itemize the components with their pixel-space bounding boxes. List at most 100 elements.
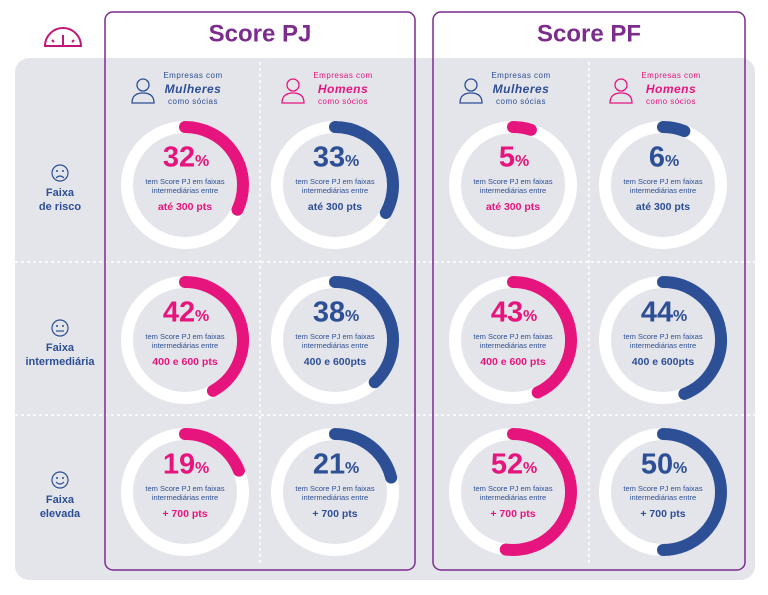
face-outline <box>51 319 69 337</box>
row-face <box>51 319 69 337</box>
description: tem Score PJ em faixas <box>145 177 224 186</box>
description: intermediárias entre <box>302 341 368 350</box>
row-label: Faixa <box>46 494 75 506</box>
description: tem Score PJ em faixas <box>145 332 224 341</box>
percent-unit: % <box>665 153 679 170</box>
body <box>459 92 483 104</box>
percent: 19 <box>163 449 195 481</box>
body <box>281 92 305 104</box>
head <box>136 78 150 92</box>
eye <box>56 170 58 172</box>
percent: 42 <box>163 297 195 329</box>
row-label: Faixa <box>46 342 75 354</box>
description: intermediárias entre <box>152 493 218 502</box>
mouth <box>55 175 65 179</box>
row-face <box>51 164 69 182</box>
eye <box>56 325 58 327</box>
percent-unit: % <box>195 308 209 325</box>
ring-arc <box>657 276 727 400</box>
range: 400 e 600pts <box>304 356 367 368</box>
percent-unit: % <box>523 308 537 325</box>
percent: 5 <box>499 142 515 174</box>
percent: 32 <box>163 142 195 174</box>
percent-unit: % <box>345 460 359 477</box>
row-label: de risco <box>39 201 81 213</box>
percent: 50 <box>641 449 673 481</box>
description: tem Score PJ em faixas <box>295 332 374 341</box>
description: tem Score PJ em faixas <box>623 332 702 341</box>
header-bottom: como sócios <box>646 97 696 106</box>
description: intermediárias entre <box>152 341 218 350</box>
header-top: Empresas com <box>641 71 700 80</box>
person-icon <box>459 78 483 104</box>
description: tem Score PJ em faixas <box>623 177 702 186</box>
percent-unit: % <box>523 460 537 477</box>
ring-arc <box>329 428 398 484</box>
ring-arc <box>329 276 399 389</box>
description: tem Score PJ em faixas <box>295 177 374 186</box>
face-outline <box>51 164 69 182</box>
ring-arc <box>329 121 399 219</box>
description: tem Score PJ em faixas <box>145 484 224 493</box>
header-top: Empresas com <box>491 71 550 80</box>
header-main: Homens <box>646 82 696 96</box>
body <box>131 92 155 104</box>
head <box>286 78 300 92</box>
range: 400 e 600 pts <box>480 356 546 368</box>
description: intermediárias entre <box>630 186 696 195</box>
range: até 300 pts <box>308 201 362 213</box>
percent: 44 <box>641 297 673 329</box>
header-main: Mulheres <box>165 82 222 96</box>
header-top: Empresas com <box>313 71 372 80</box>
range: até 300 pts <box>636 201 690 213</box>
row-label: intermediária <box>25 356 95 368</box>
eye <box>62 477 64 479</box>
eye <box>56 477 58 479</box>
range: + 700 pts <box>640 508 685 520</box>
gauge-icon <box>43 27 83 47</box>
header-bottom: como sócias <box>168 97 218 106</box>
eye <box>62 170 64 172</box>
body <box>609 92 633 104</box>
description: intermediárias entre <box>480 341 546 350</box>
percent: 6 <box>649 142 665 174</box>
ring-arc <box>499 428 577 556</box>
ring-arc <box>179 276 249 397</box>
header-top: Empresas com <box>163 71 222 80</box>
description: intermediárias entre <box>302 493 368 502</box>
ring-arc <box>507 121 537 136</box>
row-face <box>51 471 69 489</box>
mouth <box>55 481 65 485</box>
description: intermediárias entre <box>630 341 696 350</box>
ring-arc <box>507 276 577 399</box>
panel-title: Score PJ <box>209 20 312 47</box>
range: até 300 pts <box>486 201 540 213</box>
content: Faixa de risco Faixa intermediária Faixa elev… <box>15 11 755 571</box>
range: + 700 pts <box>312 508 357 520</box>
person-icon <box>131 78 155 104</box>
description: intermediárias entre <box>630 493 696 502</box>
eye <box>62 325 64 327</box>
percent: 33 <box>313 142 345 174</box>
description: intermediárias entre <box>480 186 546 195</box>
range: + 700 pts <box>162 508 207 520</box>
row-label: Faixa <box>46 187 75 199</box>
description: intermediárias entre <box>480 493 546 502</box>
description: intermediárias entre <box>152 186 218 195</box>
percent: 52 <box>491 449 523 481</box>
description: tem Score PJ em faixas <box>473 484 552 493</box>
percent: 38 <box>313 297 345 329</box>
ring-arc <box>657 428 727 556</box>
percent-unit: % <box>345 308 359 325</box>
ring-arc <box>179 428 245 477</box>
description: tem Score PJ em faixas <box>623 484 702 493</box>
range: + 700 pts <box>490 508 535 520</box>
ring-arc <box>657 121 691 138</box>
ring-arc <box>179 121 249 216</box>
range: até 300 pts <box>158 201 212 213</box>
face-outline <box>51 471 69 489</box>
percent: 21 <box>313 449 345 481</box>
percent-unit: % <box>515 153 529 170</box>
header-bottom: como sócios <box>318 97 368 106</box>
range: 400 e 600 pts <box>152 356 218 368</box>
